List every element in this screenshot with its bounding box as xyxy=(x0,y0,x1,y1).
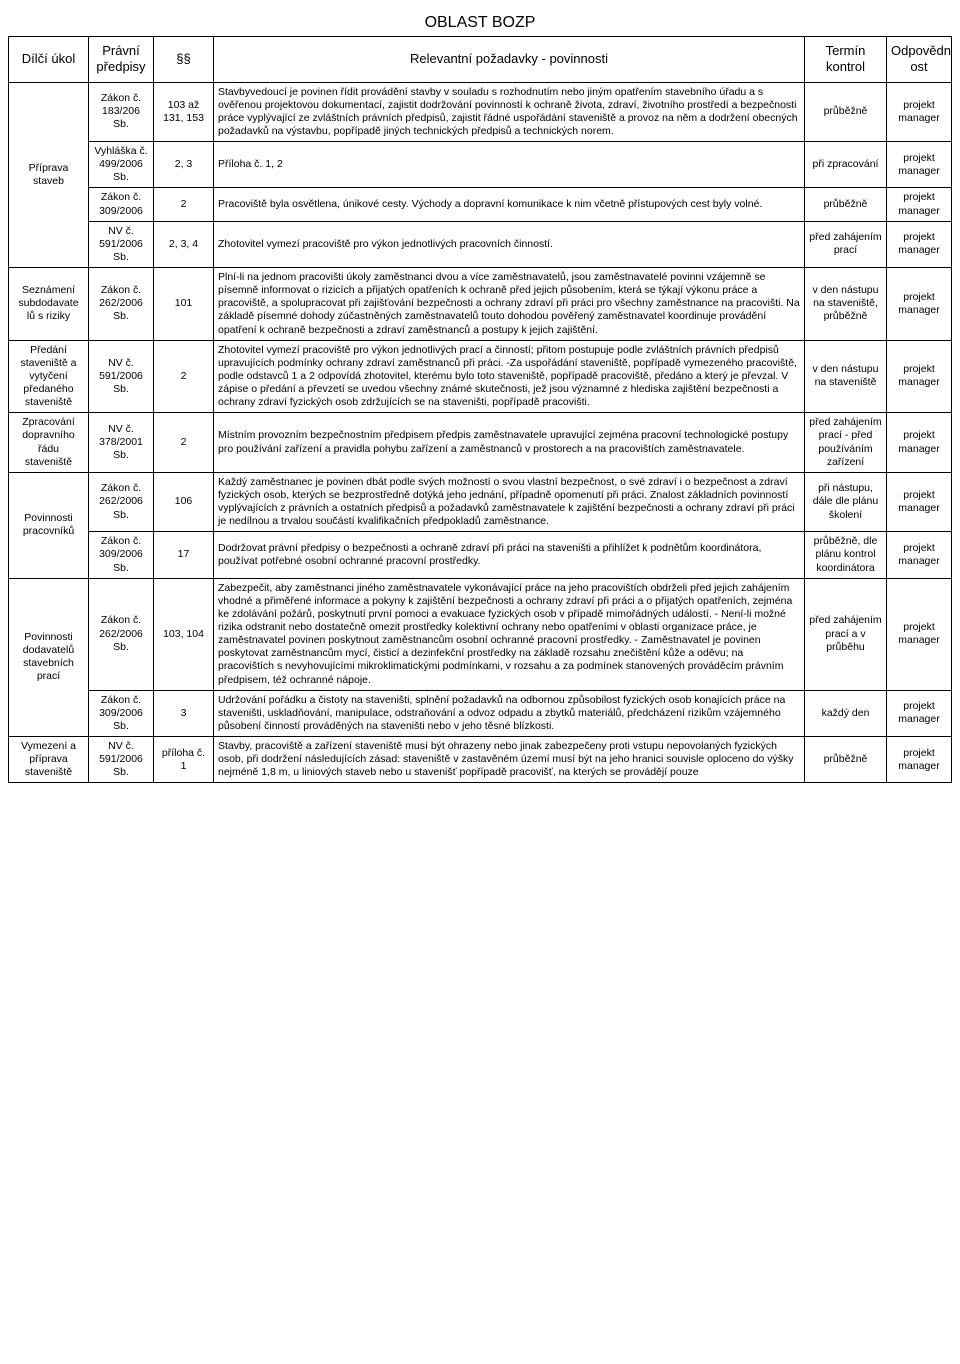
table-row: Zákon č. 309/20062Pracoviště byla osvětl… xyxy=(9,188,952,221)
cell-responsibility: projekt manager xyxy=(887,82,952,142)
table-row: Vymezení a příprava staveništěNV č. 591/… xyxy=(9,737,952,783)
th-req: Relevantní požadavky - povinnosti xyxy=(214,37,805,83)
cell-requirement: Zhotovitel vymezí pracoviště pro výkon j… xyxy=(214,221,805,267)
cell-paragraph: 103 až 131, 153 xyxy=(154,82,214,142)
cell-responsibility: projekt manager xyxy=(887,221,952,267)
cell-responsibility: projekt manager xyxy=(887,268,952,341)
cell-term: průběžně xyxy=(805,737,887,783)
table-row: Zákon č. 309/2006 Sb.17Dodržovat právní … xyxy=(9,532,952,578)
cell-term: průběžně xyxy=(805,188,887,221)
cell-task: Seznámení subdodavate lů s riziky xyxy=(9,268,89,341)
th-term: Termín kontrol xyxy=(805,37,887,83)
cell-task: Povinnosti pracovníků xyxy=(9,472,89,578)
cell-requirement: Stavbyvedoucí je povinen řídit provádění… xyxy=(214,82,805,142)
th-law: Právní předpisy xyxy=(89,37,154,83)
table-row: Vyhláška č. 499/2006 Sb.2, 3Příloha č. 1… xyxy=(9,142,952,188)
cell-requirement: Místním provozním bezpečnostním předpise… xyxy=(214,413,805,473)
cell-term: v den nástupu na staveniště, průběžně xyxy=(805,268,887,341)
cell-paragraph: 106 xyxy=(154,472,214,532)
table-row: Zpracování dopravního řádu staveništěNV … xyxy=(9,413,952,473)
cell-task: Povinnosti dodavatelů stavebních prací xyxy=(9,578,89,736)
cell-task: Zpracování dopravního řádu staveniště xyxy=(9,413,89,473)
table-header-row: Dílčí úkol Právní předpisy §§ Relevantní… xyxy=(9,37,952,83)
cell-responsibility: projekt manager xyxy=(887,690,952,736)
table-row: Předání staveniště a vytyčení předaného … xyxy=(9,340,952,413)
th-resp: Odpovědn ost xyxy=(887,37,952,83)
table-row: NV č. 591/2006 Sb.2, 3, 4Zhotovitel vyme… xyxy=(9,221,952,267)
cell-term: v den nástupu na staveniště xyxy=(805,340,887,413)
table-row: Příprava stavebZákon č. 183/206 Sb.103 a… xyxy=(9,82,952,142)
cell-term: průběžně xyxy=(805,82,887,142)
cell-responsibility: projekt manager xyxy=(887,578,952,690)
cell-task: Příprava staveb xyxy=(9,82,89,268)
cell-task: Vymezení a příprava staveniště xyxy=(9,737,89,783)
cell-law: NV č. 591/2006 Sb. xyxy=(89,340,154,413)
cell-law: Zákon č. 309/2006 Sb. xyxy=(89,690,154,736)
th-task: Dílčí úkol xyxy=(9,37,89,83)
page-title: OBLAST BOZP xyxy=(8,8,952,36)
cell-paragraph: 2, 3, 4 xyxy=(154,221,214,267)
cell-term: každý den xyxy=(805,690,887,736)
table-row: Povinnosti dodavatelů stavebních pracíZá… xyxy=(9,578,952,690)
cell-paragraph: 2 xyxy=(154,188,214,221)
table-row: Zákon č. 309/2006 Sb.3Udržování pořádku … xyxy=(9,690,952,736)
cell-paragraph: 2, 3 xyxy=(154,142,214,188)
cell-requirement: Dodržovat právní předpisy o bezpečnosti … xyxy=(214,532,805,578)
cell-responsibility: projekt manager xyxy=(887,532,952,578)
cell-paragraph: 2 xyxy=(154,340,214,413)
cell-law: NV č. 591/2006 Sb. xyxy=(89,737,154,783)
cell-requirement: Příloha č. 1, 2 xyxy=(214,142,805,188)
cell-requirement: Pracoviště byla osvětlena, únikové cesty… xyxy=(214,188,805,221)
cell-responsibility: projekt manager xyxy=(887,413,952,473)
cell-paragraph: 101 xyxy=(154,268,214,341)
cell-responsibility: projekt manager xyxy=(887,472,952,532)
cell-paragraph: příloha č. 1 xyxy=(154,737,214,783)
cell-requirement: Zabezpečit, aby zaměstnanci jiného zaměs… xyxy=(214,578,805,690)
cell-law: Zákon č. 262/2006 Sb. xyxy=(89,472,154,532)
cell-requirement: Zhotovitel vymezí pracoviště pro výkon j… xyxy=(214,340,805,413)
cell-paragraph: 3 xyxy=(154,690,214,736)
th-para: §§ xyxy=(154,37,214,83)
cell-law: Zákon č. 262/2006 Sb. xyxy=(89,578,154,690)
cell-law: Zákon č. 309/2006 xyxy=(89,188,154,221)
cell-responsibility: projekt manager xyxy=(887,142,952,188)
cell-term: před zahájením prací a v průběhu xyxy=(805,578,887,690)
cell-law: Zákon č. 183/206 Sb. xyxy=(89,82,154,142)
cell-law: Vyhláška č. 499/2006 Sb. xyxy=(89,142,154,188)
cell-law: NV č. 591/2006 Sb. xyxy=(89,221,154,267)
cell-law: NV č. 378/2001 Sb. xyxy=(89,413,154,473)
cell-requirement: Plní-li na jednom pracovišti úkoly zaměs… xyxy=(214,268,805,341)
cell-law: Zákon č. 262/2006 Sb. xyxy=(89,268,154,341)
table-row: Povinnosti pracovníkůZákon č. 262/2006 S… xyxy=(9,472,952,532)
cell-paragraph: 2 xyxy=(154,413,214,473)
cell-requirement: Stavby, pracoviště a zařízení staveniště… xyxy=(214,737,805,783)
cell-paragraph: 17 xyxy=(154,532,214,578)
cell-responsibility: projekt manager xyxy=(887,188,952,221)
cell-responsibility: projekt manager xyxy=(887,340,952,413)
cell-term: při nástupu, dále dle plánu školení xyxy=(805,472,887,532)
cell-term: při zpracování xyxy=(805,142,887,188)
cell-term: před zahájením prací xyxy=(805,221,887,267)
cell-responsibility: projekt manager xyxy=(887,737,952,783)
cell-law: Zákon č. 309/2006 Sb. xyxy=(89,532,154,578)
cell-requirement: Každý zaměstnanec je povinen dbát podle … xyxy=(214,472,805,532)
table-row: Seznámení subdodavate lů s rizikyZákon č… xyxy=(9,268,952,341)
cell-requirement: Udržování pořádku a čistoty na staveništ… xyxy=(214,690,805,736)
cell-paragraph: 103, 104 xyxy=(154,578,214,690)
cell-term: průběžně, dle plánu kontrol koordinátora xyxy=(805,532,887,578)
cell-task: Předání staveniště a vytyčení předaného … xyxy=(9,340,89,413)
bozp-table: Dílčí úkol Právní předpisy §§ Relevantní… xyxy=(8,36,952,783)
cell-term: před zahájením prací - před používáním z… xyxy=(805,413,887,473)
